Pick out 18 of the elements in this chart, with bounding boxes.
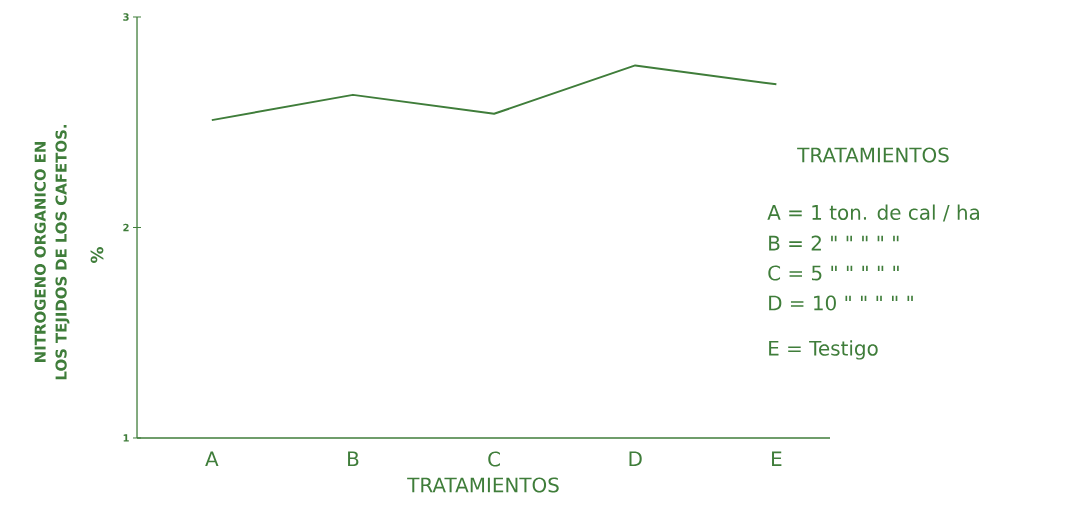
annotation: C = 5 " " " " " xyxy=(768,265,899,281)
line-series xyxy=(210,64,778,122)
x-tick-label: D xyxy=(629,451,642,467)
y-tick-label: 2 xyxy=(123,223,129,232)
annotation: TRATAMIENTOS xyxy=(797,147,949,163)
x-tick-label: C xyxy=(488,451,500,467)
annotation: D = 10 " " " " " xyxy=(769,295,913,311)
annotation: B = 2 " " " " " xyxy=(769,235,899,251)
annotation: A = 1 ton. de cal / ha xyxy=(767,204,979,222)
text: % xyxy=(90,247,104,263)
annotation: E = Testigo xyxy=(769,340,878,360)
y-axis-title: NITROGENO ORGANICO EN LOS TEJIDOS DE LOS CAFETOS. xyxy=(34,125,70,380)
x-tick-label: E xyxy=(772,451,782,467)
x-tick-label: B xyxy=(348,451,359,467)
y-tick-label: 3 xyxy=(123,13,129,21)
x-tick-label: A xyxy=(205,451,219,467)
y-tick-label: 1 xyxy=(123,434,129,442)
x-axis-title: TRATAMIENTOS xyxy=(407,477,559,493)
